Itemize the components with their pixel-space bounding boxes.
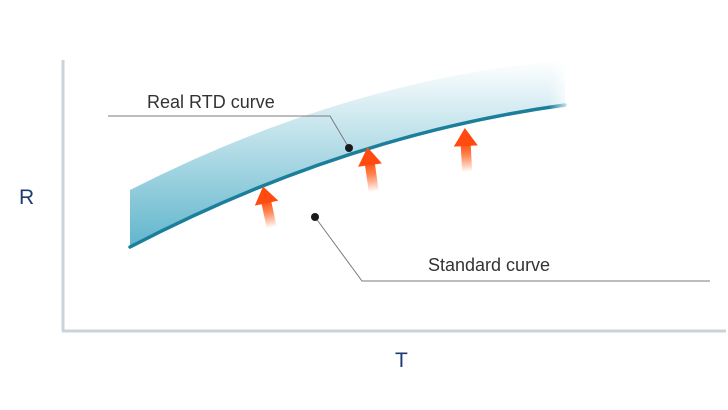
- standard-curve-marker: [311, 213, 319, 221]
- standard-curve-label: Standard curve: [428, 255, 550, 275]
- standard-curve-hatch: [132, 172, 559, 328]
- real-curve-label: Real RTD curve: [147, 92, 275, 112]
- real-curve-marker: [345, 144, 353, 152]
- shift-arrows: [254, 128, 478, 229]
- x-axis-label: T: [395, 349, 408, 372]
- up-arrow-icon: [254, 186, 279, 229]
- standard-curve-leader-line: [314, 216, 710, 282]
- axes: [61, 60, 726, 333]
- right-fade-overlay: [430, 55, 570, 245]
- up-arrow-icon: [453, 128, 478, 173]
- up-arrow-icon: [358, 147, 382, 193]
- real-curve-leader-line: [108, 115, 350, 149]
- y-axis-label: R: [19, 186, 34, 209]
